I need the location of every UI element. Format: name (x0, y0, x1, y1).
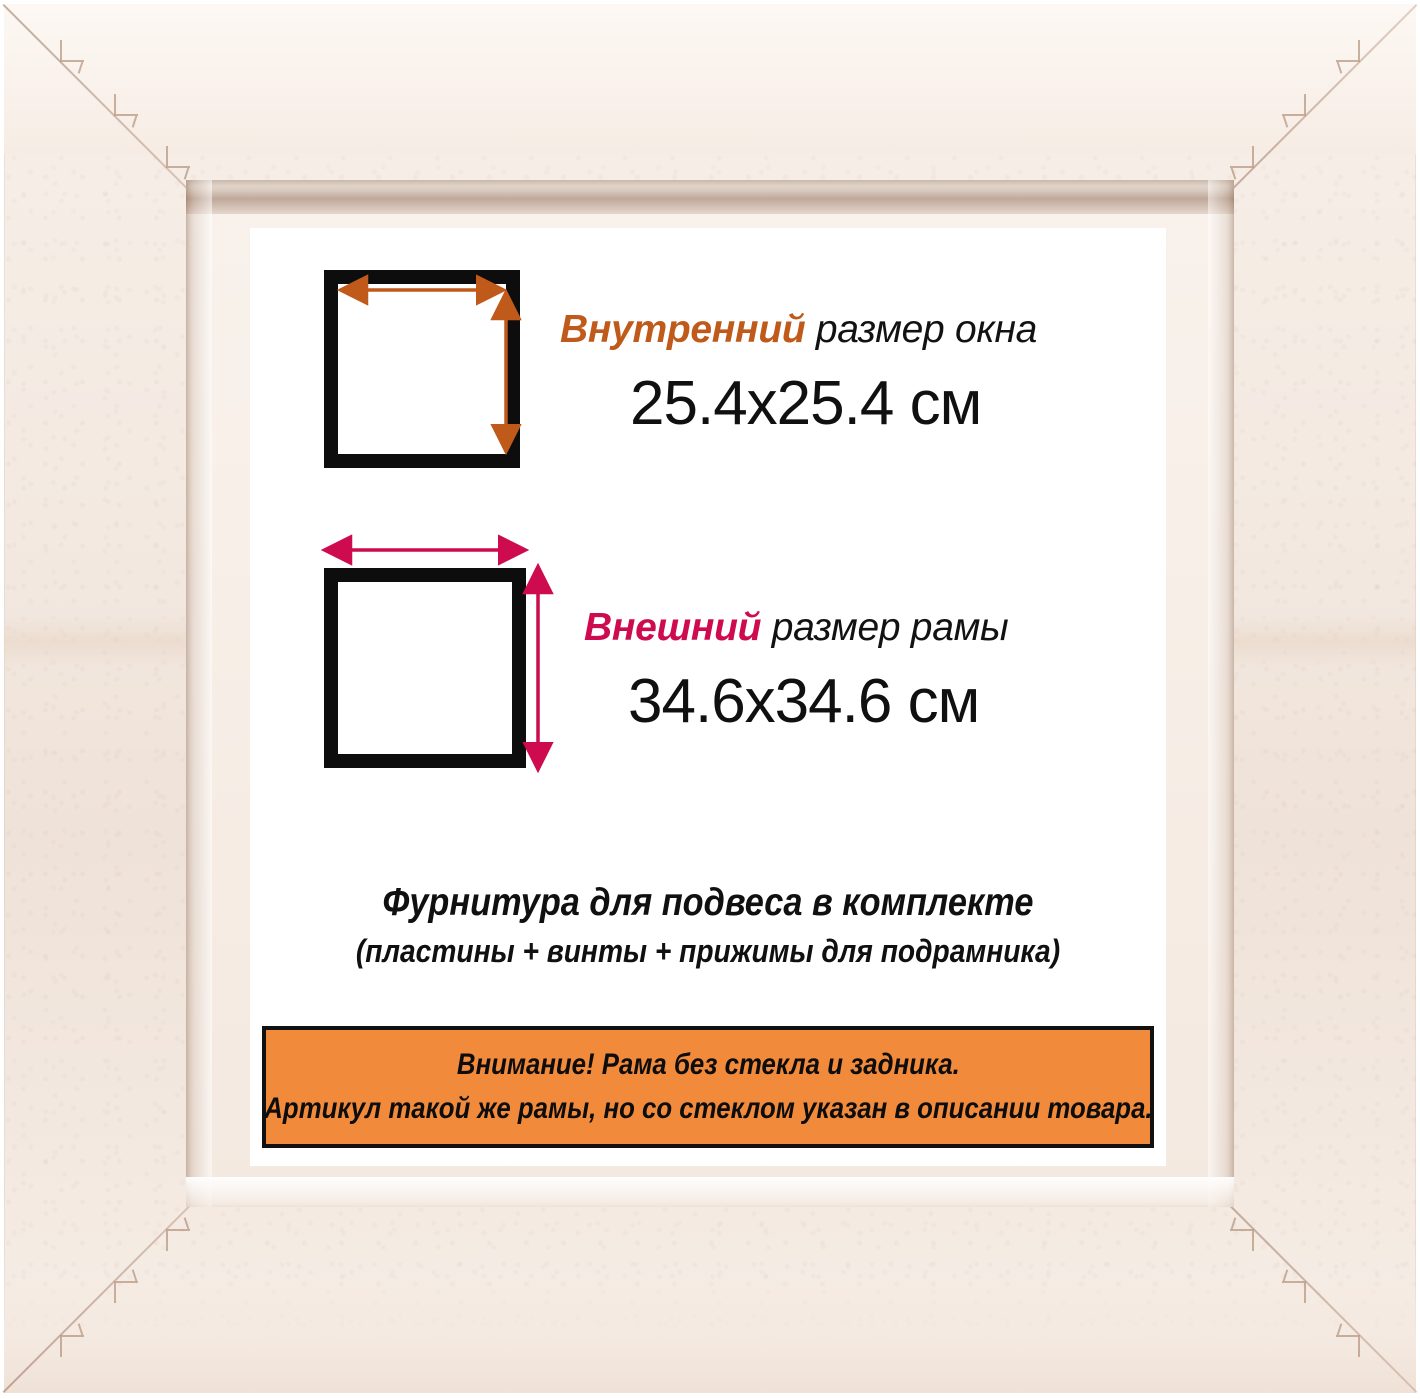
frame-rebate-lip-bottom (186, 1177, 1234, 1207)
frame-tone-band-top (4, 4, 1416, 154)
staple-mark-icon (1276, 94, 1310, 128)
warning-banner-line2: Артикул такой же рамы, но со стеклом ука… (263, 1092, 1153, 1125)
inner-size-value: 25.4x25.4 см (630, 369, 982, 438)
info-sheet: Внутренний размер окна 25.4x25.4 см Внеш… (250, 228, 1166, 1166)
hardware-note-line2: (пластины + винты + прижимы для подрамни… (355, 933, 1061, 969)
inner-size-caption: Внутренний размер окна (560, 308, 1037, 352)
mitre-joint-top-left (2, 4, 217, 218)
staple-mark-icon (56, 1323, 90, 1357)
warning-banner-line1: Внимание! Рама без стекла и задника. (456, 1048, 960, 1081)
staple-mark-icon (1330, 1323, 1364, 1357)
inner-size-caption-rest: размер окна (805, 308, 1038, 351)
staple-mark-icon (162, 1217, 196, 1251)
frame-rebate-lip-top (186, 180, 1234, 214)
outer-size-caption-highlight: Внешний (584, 606, 762, 649)
staple-mark-icon (56, 40, 90, 74)
frame-rebate-lip-left (186, 180, 212, 1207)
outer-frame-square-diagram (324, 568, 526, 768)
outer-size-value: 34.6x34.6 см (628, 667, 980, 736)
staple-mark-icon (1330, 40, 1364, 74)
mitre-joint-bottom-left (2, 1179, 217, 1393)
outer-size-caption-rest: размер рамы (761, 606, 1009, 649)
outer-size-caption: Внешний размер рамы (584, 606, 1009, 650)
hardware-note-line1: Фурнитура для подвеса в комплекте (382, 881, 1034, 924)
warning-banner: Внимание! Рама без стекла и задника. Арт… (262, 1026, 1154, 1148)
staple-mark-icon (1224, 1217, 1258, 1251)
frame-tone-band-bottom (4, 1273, 1416, 1393)
staple-mark-icon (1276, 1269, 1310, 1303)
mitre-joint-top-right (1203, 4, 1418, 218)
staple-mark-icon (1224, 146, 1258, 180)
inner-size-caption-highlight: Внутренний (560, 308, 806, 351)
inner-window-square-diagram (324, 270, 520, 468)
mitre-joint-bottom-right (1203, 1179, 1418, 1393)
frame-rebate-lip-right (1208, 180, 1234, 1207)
staple-mark-icon (110, 94, 144, 128)
staple-mark-icon (110, 1269, 144, 1303)
staple-mark-icon (162, 146, 196, 180)
